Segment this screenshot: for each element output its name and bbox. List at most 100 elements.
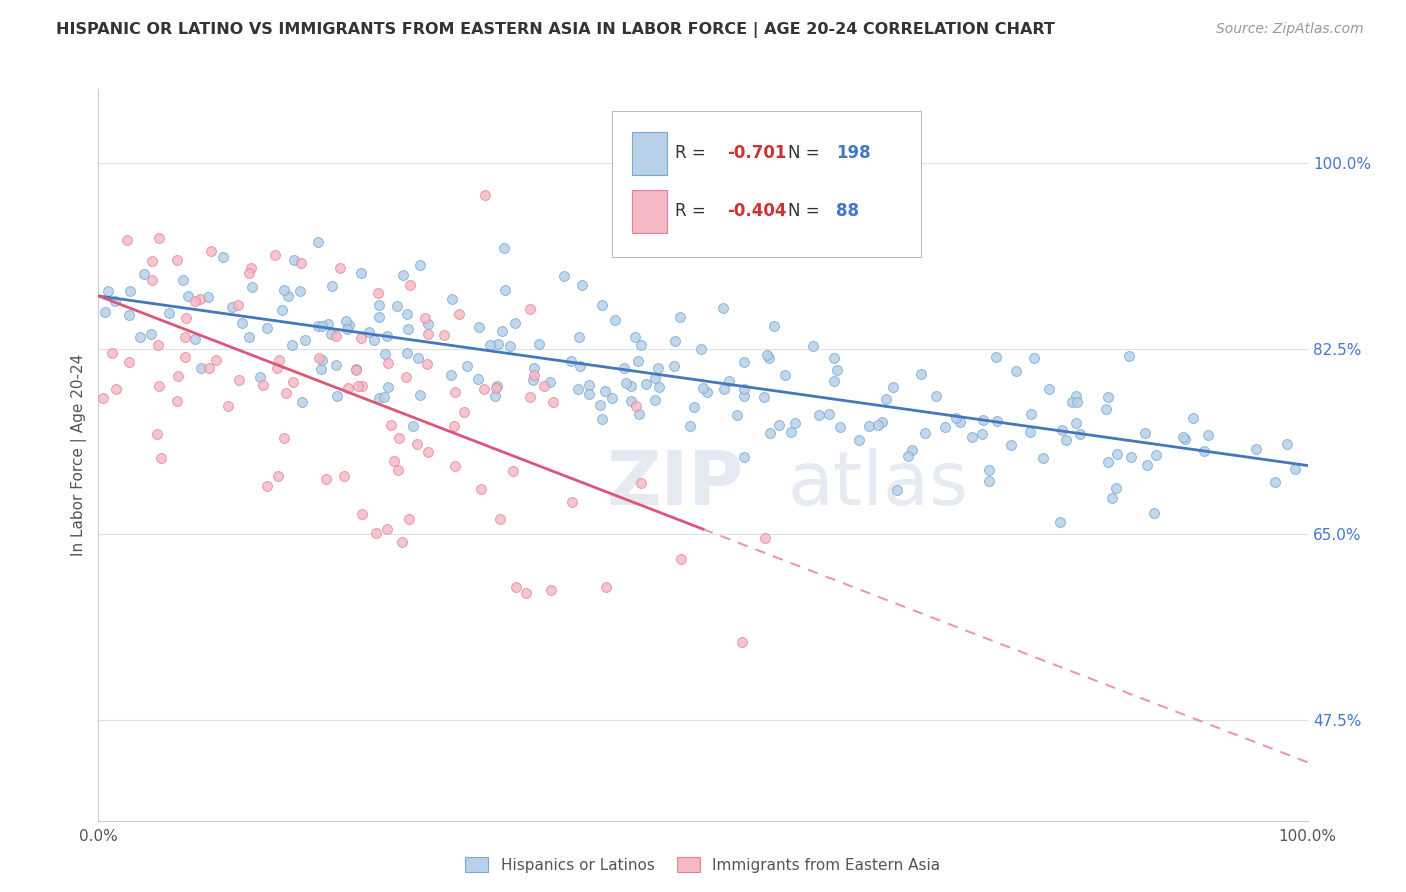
- Point: [141, 273, 163, 287]
- Point: [823, 374, 845, 388]
- Point: [325, 329, 347, 343]
- Point: [115, 233, 138, 247]
- Point: [184, 294, 207, 309]
- Point: [1038, 382, 1060, 396]
- Point: [94, 304, 117, 318]
- Point: [567, 382, 589, 396]
- Point: [396, 345, 419, 359]
- Point: [336, 321, 359, 335]
- Point: [569, 359, 592, 373]
- Point: [540, 582, 562, 597]
- Point: [538, 376, 561, 390]
- Point: [502, 465, 524, 479]
- Point: [589, 398, 612, 412]
- Point: [418, 445, 440, 459]
- Point: [1105, 482, 1128, 496]
- Point: [148, 338, 170, 352]
- Point: [553, 268, 575, 283]
- Point: [603, 313, 626, 327]
- Point: [1142, 506, 1164, 520]
- Point: [505, 580, 527, 594]
- Point: [494, 241, 516, 255]
- Point: [418, 327, 440, 342]
- Point: [984, 350, 1007, 364]
- Point: [593, 384, 616, 398]
- Point: [212, 251, 235, 265]
- Point: [413, 310, 436, 325]
- Point: [1197, 427, 1219, 442]
- Point: [444, 459, 467, 474]
- Point: [1019, 425, 1042, 439]
- Point: [914, 425, 936, 440]
- Point: [367, 391, 389, 405]
- Point: [148, 230, 170, 244]
- Point: [290, 256, 312, 270]
- Point: [470, 482, 492, 496]
- Point: [221, 301, 243, 315]
- Point: [1135, 426, 1157, 441]
- Text: -0.701: -0.701: [727, 144, 786, 161]
- Point: [1049, 515, 1071, 529]
- Point: [350, 508, 373, 522]
- Point: [309, 362, 332, 376]
- Point: [217, 400, 239, 414]
- Point: [591, 298, 613, 312]
- Point: [188, 292, 211, 306]
- Point: [256, 479, 278, 493]
- Point: [875, 392, 897, 406]
- Point: [561, 495, 583, 509]
- Point: [294, 333, 316, 347]
- Point: [1064, 417, 1087, 431]
- Point: [321, 278, 343, 293]
- Point: [148, 378, 170, 392]
- Point: [825, 363, 848, 377]
- Point: [519, 301, 541, 316]
- Point: [785, 416, 807, 430]
- Point: [447, 307, 470, 321]
- Point: [801, 338, 824, 352]
- Point: [105, 382, 128, 396]
- Point: [456, 359, 478, 374]
- Point: [416, 357, 439, 371]
- Point: [157, 305, 180, 319]
- Point: [624, 330, 647, 344]
- Point: [91, 391, 114, 405]
- Point: [141, 254, 163, 268]
- Point: [204, 352, 226, 367]
- Point: [367, 286, 389, 301]
- Point: [808, 409, 831, 423]
- Point: [329, 260, 352, 275]
- Text: N =: N =: [787, 144, 824, 161]
- Point: [1284, 462, 1306, 476]
- Point: [882, 380, 904, 394]
- Point: [395, 369, 418, 384]
- Point: [648, 380, 671, 394]
- Point: [226, 298, 249, 312]
- Point: [733, 355, 755, 369]
- Point: [523, 360, 546, 375]
- Point: [166, 393, 188, 408]
- Point: [756, 348, 779, 362]
- Point: [541, 395, 564, 409]
- Point: [249, 369, 271, 384]
- Point: [522, 373, 544, 387]
- Point: [858, 418, 880, 433]
- Point: [316, 317, 339, 331]
- Point: [101, 346, 124, 360]
- Point: [441, 292, 464, 306]
- Point: [979, 474, 1001, 488]
- Point: [467, 372, 489, 386]
- FancyBboxPatch shape: [631, 190, 666, 234]
- Point: [910, 367, 932, 381]
- Point: [1101, 491, 1123, 505]
- Point: [288, 285, 311, 299]
- Text: 198: 198: [837, 144, 870, 161]
- Point: [344, 363, 367, 377]
- Point: [307, 235, 329, 250]
- Point: [433, 328, 456, 343]
- Point: [934, 420, 956, 434]
- Point: [489, 512, 512, 526]
- Text: HISPANIC OR LATINO VS IMMIGRANTS FROM EASTERN ASIA IN LABOR FORCE | AGE 20-24 CO: HISPANIC OR LATINO VS IMMIGRANTS FROM EA…: [56, 22, 1054, 38]
- Point: [267, 353, 290, 368]
- Point: [337, 318, 360, 332]
